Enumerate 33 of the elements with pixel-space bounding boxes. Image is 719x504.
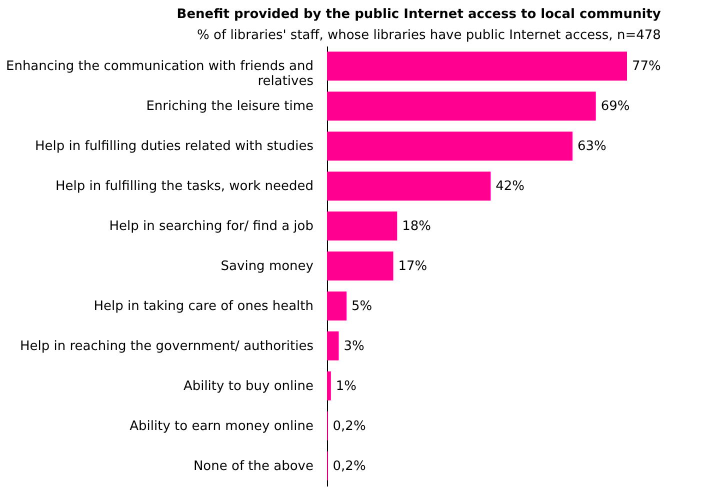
y-tick-label: Enriching the leisure time: [146, 99, 314, 114]
bar: [327, 92, 596, 121]
chart-subtitle: % of libraries' staff, whose libraries have public Internet access, n=478: [197, 28, 661, 43]
data-label: 69%: [600, 99, 630, 114]
y-tick-label: Ability to buy online: [183, 378, 314, 394]
bar: [327, 52, 627, 81]
y-tick-label: None of the above: [193, 458, 314, 474]
data-label: 42%: [496, 179, 525, 194]
y-tick-label: Help in fulfilling duties related with studies: [34, 139, 314, 154]
data-label: 77%: [632, 59, 661, 74]
bar: [327, 371, 331, 400]
data-label: 1%: [336, 378, 357, 394]
y-tick-label: Saving money: [220, 259, 314, 274]
y-tick-label: Help in taking care of ones health: [94, 298, 314, 314]
data-label: 5%: [351, 298, 372, 314]
bar: [327, 331, 339, 360]
y-tick-label: Help in fulfilling the tasks, work needed: [55, 179, 314, 194]
bar: [327, 252, 394, 280]
bar: [327, 132, 572, 161]
data-label: 17%: [398, 259, 428, 274]
chart-title: Benefit provided by the public Internet access to local community: [176, 7, 662, 22]
y-tick-label: Enhancing the communication with friends and relatives: [6, 59, 314, 90]
data-label: 3%: [344, 338, 364, 354]
y-tick-label: Help in reaching the government/ authorities: [20, 338, 314, 354]
data-label: 0,2%: [332, 458, 366, 474]
y-tick-label: Help in searching for/ find a job: [109, 219, 314, 234]
data-label: 18%: [402, 219, 432, 234]
bar: [327, 291, 346, 320]
data-label: 63%: [577, 139, 606, 154]
bar: [327, 172, 491, 201]
y-tick-label: Ability to earn money online: [130, 418, 314, 434]
bar: [327, 212, 398, 241]
data-label: 0,2%: [332, 418, 366, 434]
